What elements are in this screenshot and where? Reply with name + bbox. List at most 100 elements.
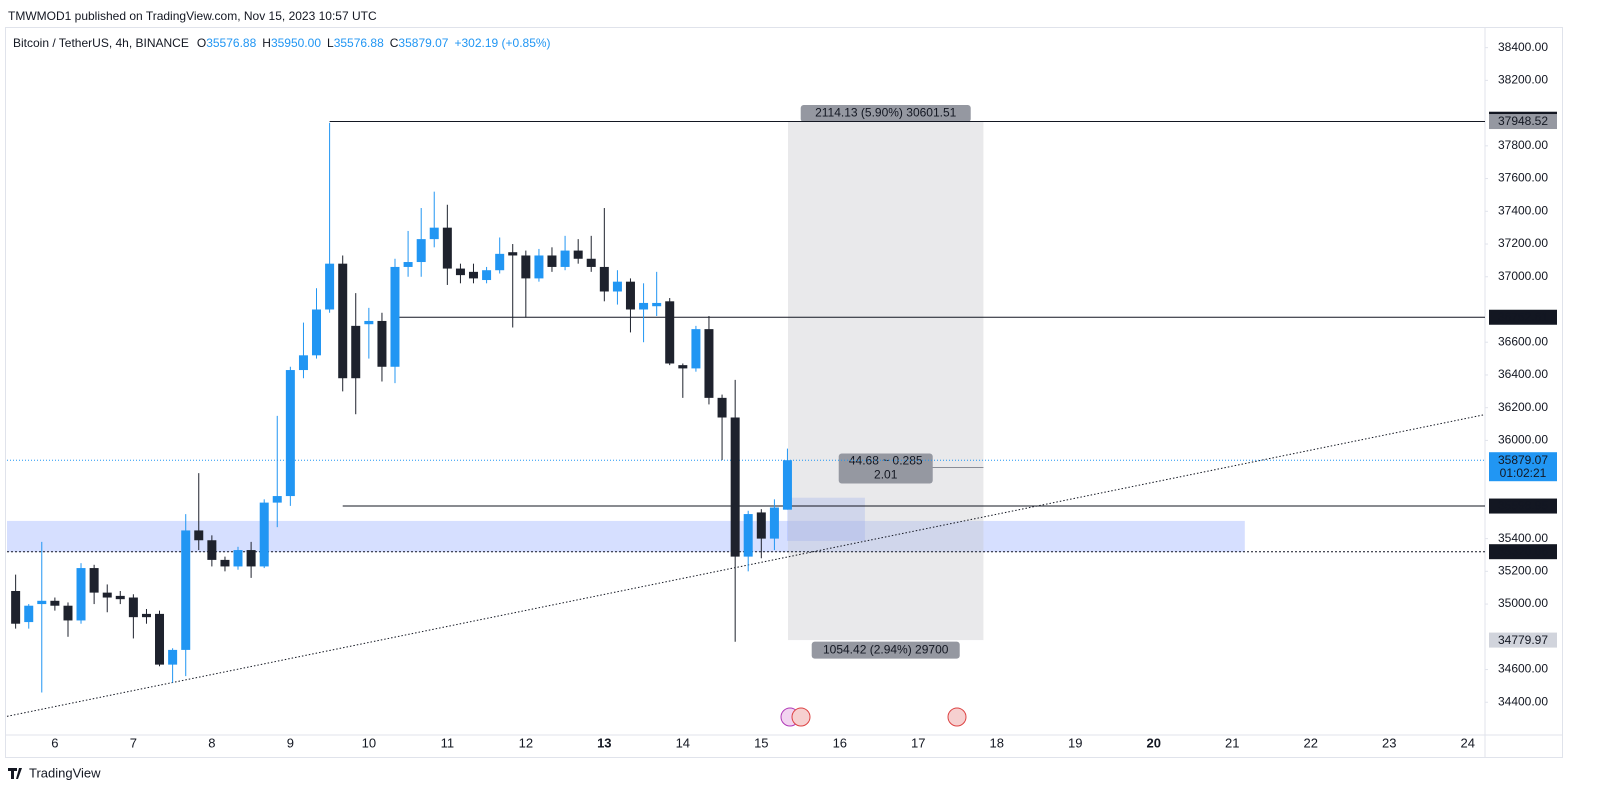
x-tick-label: 15 xyxy=(754,735,768,750)
candle-body xyxy=(89,568,99,593)
price-label-box xyxy=(1489,498,1557,514)
candle-body xyxy=(272,496,282,503)
candle-body xyxy=(495,253,505,271)
ohlc-value: 35576.88 xyxy=(206,36,256,50)
publisher-line: TMWMOD1 published on TradingView.com, No… xyxy=(8,9,377,23)
candle-body xyxy=(521,255,531,279)
candle-body xyxy=(141,613,151,618)
y-tick-label: 35000.00 xyxy=(1498,596,1548,610)
chart-frame xyxy=(5,27,1563,758)
zone xyxy=(7,520,1245,553)
position-label-box xyxy=(811,641,960,659)
candle-body xyxy=(652,302,662,307)
price-label: 36752.61 xyxy=(1498,310,1548,324)
candle-body xyxy=(325,263,335,310)
candle-body xyxy=(586,258,596,267)
x-tick-label: 12 xyxy=(519,735,533,750)
position-label-box xyxy=(800,105,971,123)
candle-body xyxy=(338,263,348,379)
y-tick-label: 37600.00 xyxy=(1498,171,1548,185)
candle-body xyxy=(717,397,727,418)
candle-body xyxy=(599,266,609,292)
y-tick-label: 37200.00 xyxy=(1498,236,1548,250)
logo-mark xyxy=(8,768,22,779)
ohlc-key: O xyxy=(197,36,206,50)
candle-body xyxy=(416,239,426,263)
candle-body xyxy=(246,550,256,567)
ohlc-key: L xyxy=(327,36,334,50)
x-tick-label: 20 xyxy=(1147,735,1161,750)
candle-body xyxy=(769,507,779,539)
event-icon xyxy=(947,707,967,727)
candle-body xyxy=(678,365,688,369)
y-tick-label: 35400.00 xyxy=(1498,531,1548,545)
candle-body xyxy=(37,600,47,605)
candle-body xyxy=(482,270,492,281)
x-tick-label: 16 xyxy=(833,735,847,750)
price-label: 35598.95 xyxy=(1498,499,1548,513)
candle-body xyxy=(128,597,138,618)
candle-body xyxy=(259,502,269,567)
candle-body xyxy=(194,530,204,541)
ohlc-key: H xyxy=(262,36,271,50)
candle-body xyxy=(207,540,217,560)
x-tick-label: 22 xyxy=(1304,735,1318,750)
symbol-legend: Bitcoin / TetherUS, 4h, BINANCE O35576.88… xyxy=(13,36,551,50)
x-tick-label: 11 xyxy=(441,735,455,750)
candle-body xyxy=(155,613,165,665)
candle-body xyxy=(782,460,792,510)
y-tick-label: 36600.00 xyxy=(1498,334,1548,348)
candle-body xyxy=(704,329,714,398)
candle-body xyxy=(691,329,701,369)
price-label-box xyxy=(1489,544,1557,560)
candle-body xyxy=(743,514,753,557)
position-label: 44.68 ~ 0.285 xyxy=(849,454,923,468)
position-range xyxy=(787,121,984,641)
candle-body xyxy=(612,281,622,292)
ohlc-value: 35576.88 xyxy=(334,36,384,50)
y-tick-label: 34600.00 xyxy=(1498,662,1548,676)
price-label: 35320.06 xyxy=(1498,544,1548,558)
x-tick-label: 14 xyxy=(676,735,690,750)
y-tick-label: 34400.00 xyxy=(1498,694,1548,708)
candle-body xyxy=(24,605,34,623)
y-tick-label: 36200.00 xyxy=(1498,400,1548,414)
candle-body xyxy=(102,592,112,598)
candle-body xyxy=(233,550,243,567)
price-label: 34779.97 xyxy=(1498,633,1548,647)
x-tick-label: 21 xyxy=(1225,735,1239,750)
zone xyxy=(787,497,865,541)
event-icon xyxy=(791,707,811,727)
x-tick-label: 8 xyxy=(208,735,215,750)
ohlc-value: 35950.00 xyxy=(271,36,321,50)
candle-body xyxy=(547,255,557,267)
candle-body xyxy=(403,262,413,267)
ohlc-value: 35879.07 xyxy=(398,36,448,50)
candle-body xyxy=(390,266,400,367)
y-tick-label: 36000.00 xyxy=(1498,433,1548,447)
candle-body xyxy=(181,530,191,650)
price-label-box xyxy=(1489,114,1557,130)
candle-body xyxy=(508,252,518,256)
candle-body xyxy=(429,227,439,240)
candle-body xyxy=(168,649,178,665)
candle-body xyxy=(625,281,635,310)
y-tick-label: 38400.00 xyxy=(1498,40,1548,54)
candle-body xyxy=(50,600,60,606)
candle-body xyxy=(377,320,387,367)
candle-body xyxy=(364,320,374,325)
candle-body xyxy=(285,370,295,497)
position-label: 2114.13 (5.90%) 30601.51 xyxy=(815,106,957,120)
x-tick-label: 17 xyxy=(911,735,925,750)
price-label-box xyxy=(1489,632,1557,648)
position-label: 2.01 xyxy=(874,468,898,482)
y-tick-label: 36400.00 xyxy=(1498,367,1548,381)
event-icons xyxy=(780,707,967,727)
x-tick-label: 7 xyxy=(130,735,137,750)
candle-body xyxy=(298,355,308,371)
candle-body xyxy=(455,268,465,276)
price-label-box xyxy=(1489,309,1557,325)
y-tick-label: 37400.00 xyxy=(1498,203,1548,217)
